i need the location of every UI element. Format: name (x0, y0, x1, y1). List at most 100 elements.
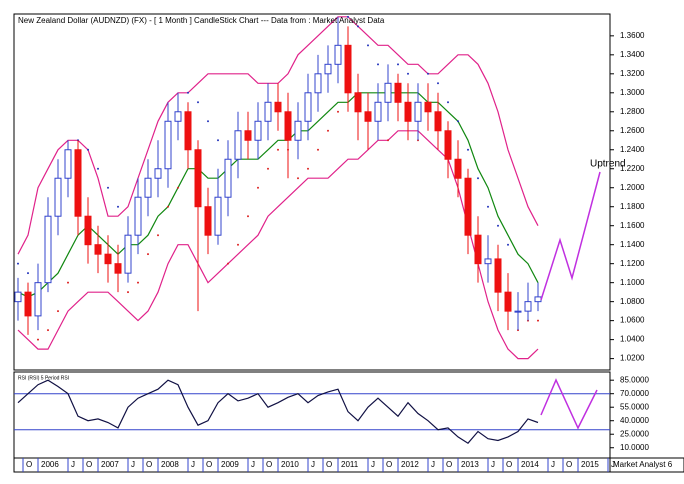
candle-body (334, 44, 342, 65)
y-tick-label: 1.2800 (620, 107, 645, 116)
x-tick-label: O (86, 460, 92, 469)
band-middle (17, 92, 539, 298)
plot-layer: 1.0200 1.0400 1.0600 1.0800 1.1000 1.1200 1.14… (14, 15, 649, 472)
footer: Market Analyst 6 (613, 460, 673, 469)
sar-dot (57, 310, 59, 313)
candle-body (274, 101, 282, 113)
x-tick-label: 2006 (41, 460, 59, 469)
sar-dot (337, 110, 339, 113)
x-tick-label: O (26, 460, 32, 469)
x-tick-label: J (71, 460, 75, 469)
x-tick-label: 2007 (101, 460, 119, 469)
x-tick-label: O (386, 460, 392, 469)
candle-body (104, 253, 112, 265)
x-tick-label: 2015 (581, 460, 599, 469)
sar-dot (277, 148, 279, 151)
x-tick-label: J (311, 460, 315, 469)
y-tick-label: 1.3600 (620, 31, 645, 40)
sar-dot (217, 139, 219, 142)
sar-dot (297, 177, 299, 180)
sar-dot (117, 205, 119, 208)
candle-body (14, 291, 22, 303)
y-tick-label: 1.2000 (620, 183, 645, 192)
sar-dot (327, 129, 329, 132)
candle-body (144, 177, 152, 198)
sar-dot (387, 139, 389, 142)
sar-dot (147, 253, 149, 256)
rsi-line (17, 379, 539, 444)
x-tick-label: 2011 (341, 460, 359, 469)
x-tick-label: O (446, 460, 452, 469)
sar-dot (347, 15, 349, 18)
candle-body (314, 73, 322, 94)
candle-body (244, 130, 252, 141)
sar-dot (137, 281, 139, 284)
y-tick-label: 1.1800 (620, 202, 645, 211)
sar-dot (197, 101, 199, 104)
sar-dot (357, 25, 359, 28)
candle-body (534, 296, 542, 303)
price-frame (13, 13, 611, 371)
sar-dot (377, 63, 379, 66)
candle-body (294, 120, 302, 141)
sar-dot (177, 186, 179, 189)
candle-body (434, 111, 442, 132)
sar-dot (397, 63, 399, 66)
candle-body (234, 130, 242, 160)
sar-dot (187, 91, 189, 94)
y-tick-label: 1.0400 (620, 335, 645, 344)
sar-dot (237, 243, 239, 246)
candle-body (364, 111, 372, 122)
candle-body (354, 92, 362, 113)
candle-body (514, 310, 522, 313)
x-tick-label: O (506, 460, 512, 469)
sar-dot (267, 167, 269, 170)
candle-body (284, 111, 292, 141)
y-tick-label: 1.1000 (620, 278, 645, 287)
candle-body (34, 282, 42, 317)
x-tick-label: O (266, 460, 272, 469)
sar-dot (467, 148, 469, 151)
sar-dot (247, 215, 249, 218)
candle-body (384, 82, 392, 103)
x-tick-label: 2009 (221, 460, 239, 469)
candle-body (374, 101, 382, 122)
x-tick-label: 2014 (521, 460, 539, 469)
candle-body (474, 234, 482, 265)
candle-body (344, 44, 352, 94)
sar-dot (127, 291, 129, 294)
sar-dot (457, 120, 459, 123)
candle-body (24, 291, 32, 317)
sar-dot (437, 82, 439, 85)
candle-body (194, 149, 202, 208)
rsi-projection (540, 378, 598, 430)
band-upper (17, 16, 539, 255)
sar-dot (87, 148, 89, 151)
y-tick-label: 1.1200 (620, 259, 645, 268)
y-tick-label: 1.0600 (620, 316, 645, 325)
y-tick-label: 1.3200 (620, 69, 645, 78)
candle-body (254, 120, 262, 141)
sar-dot (367, 44, 369, 47)
sar-dot (427, 72, 429, 75)
candle-body (404, 101, 412, 122)
candle-body (324, 63, 332, 75)
candle-body (64, 149, 72, 179)
y-tick-label: 1.3000 (620, 88, 645, 97)
sar-dot (17, 262, 19, 265)
y-tick-label: 1.0800 (620, 297, 645, 306)
candle-body (124, 234, 132, 274)
candle-body (454, 158, 462, 179)
sar-dot (497, 224, 499, 227)
x-tick-label: O (566, 460, 572, 469)
sar-dot (477, 177, 479, 180)
candle-body (484, 258, 492, 265)
candle-body (94, 244, 102, 255)
sar-dot (257, 186, 259, 189)
sar-dot (537, 319, 539, 322)
x-tick-label: J (251, 460, 255, 469)
sar-dot (317, 148, 319, 151)
rsi-title: RSI (RSI) 5 Period RSI (18, 375, 69, 381)
sar-dot (227, 262, 229, 265)
